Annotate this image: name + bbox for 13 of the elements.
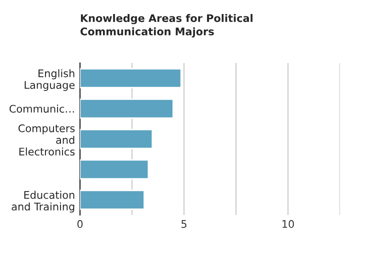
y-tick-label: Computers and Electronics — [18, 124, 75, 156]
y-tick-label: English Language — [24, 69, 75, 91]
y-tick-label: Education and Training — [12, 190, 74, 213]
bar — [80, 98, 174, 119]
x-tick-label: 10 — [282, 220, 294, 228]
bar — [80, 159, 150, 180]
chart-title: Knowledge Areas for Political Communication Majors — [80, 14, 252, 38]
x-tick-label: 5 — [181, 220, 186, 228]
y-tick-label: Communic… — [10, 104, 74, 113]
bar — [80, 190, 145, 210]
bar — [80, 128, 154, 150]
bar — [80, 68, 182, 88]
x-tick-label: 0 — [77, 220, 83, 228]
